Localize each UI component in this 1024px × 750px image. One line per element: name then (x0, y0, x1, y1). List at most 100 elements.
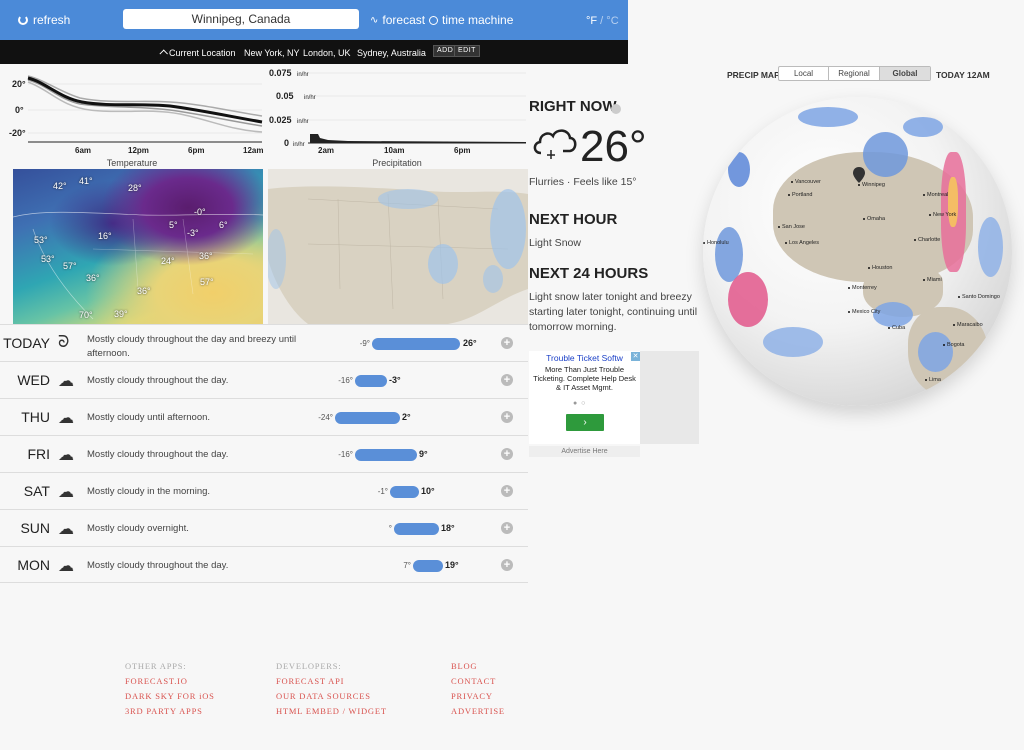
day-row[interactable]: SUN ☁ Mostly cloudy overnight. ° 18° + (0, 509, 528, 546)
footer-link[interactable]: FORECAST.IO (125, 676, 188, 686)
city-label: Bogota (943, 342, 964, 348)
next-hour-heading: NEXT HOUR (529, 211, 618, 228)
city-label: Omaha (863, 216, 885, 222)
temp-range-line (27, 81, 263, 133)
expand-icon[interactable]: + (501, 485, 513, 497)
expand-icon[interactable]: + (501, 411, 513, 423)
footer-link[interactable]: FORECAST API (276, 676, 345, 686)
location-link[interactable]: London, UK (303, 48, 351, 58)
day-row[interactable]: THU ☁ Mostly cloudy until afternoon. -24… (0, 398, 528, 435)
location-link[interactable]: Sydney, Australia (357, 48, 426, 58)
day-row[interactable]: TODAY ᘐ Mostly cloudy throughout the day… (0, 324, 528, 361)
footer-link[interactable]: ADVERTISE (451, 706, 505, 716)
day-row[interactable]: WED ☁ Mostly cloudy throughout the day. … (0, 361, 528, 398)
temp-main-line (27, 76, 263, 124)
precip-x-tick: 10am (384, 146, 404, 155)
precip-blob (918, 332, 953, 372)
precip-blob (728, 152, 750, 187)
temp-map-label: 53° (41, 254, 55, 264)
precip-blob (863, 132, 908, 177)
right-now-expand-icon[interactable] (611, 104, 621, 114)
day-low-temp: -16° (338, 376, 353, 385)
next-hour-summary: Light Snow (529, 237, 581, 249)
footer-link[interactable]: HTML EMBED / WIDGET (276, 706, 387, 716)
time-machine-link[interactable]: time machine (429, 13, 513, 27)
tab-global[interactable]: Global (880, 67, 930, 80)
footer-link[interactable]: BLOG (451, 661, 478, 671)
temp-range-bar (355, 375, 387, 387)
footer-link[interactable]: OUR DATA SOURCES (276, 691, 371, 701)
day-row[interactable]: FRI ☁ Mostly cloudy throughout the day. … (0, 435, 528, 472)
city-label: New York (929, 212, 956, 218)
day-summary: Mostly cloudy until afternoon. (87, 412, 211, 423)
footer-developers: DEVELOPERS: FORECAST API OUR DATA SOURCE… (276, 659, 387, 719)
precip-globe[interactable]: Vancouver Portland San Jose Los Angeles … (703, 97, 1012, 406)
temp-map-label: 5° (169, 220, 178, 230)
ad-pager[interactable]: ● ○ (573, 400, 586, 407)
precip-map-title: PRECIP MAP (727, 70, 780, 80)
tab-local[interactable]: Local (779, 67, 829, 80)
day-name: FRI (27, 446, 50, 462)
expand-icon[interactable]: + (501, 522, 513, 534)
day-row[interactable]: MON ☁ Mostly cloudy throughout the day. … (0, 546, 528, 583)
unit-f[interactable]: °F (586, 15, 598, 27)
temp-range-bar (413, 560, 443, 572)
location-input[interactable] (123, 9, 359, 29)
temp-x-tick: 6am (75, 146, 91, 155)
edit-locations-button[interactable]: EDIT (454, 45, 480, 57)
footer-link[interactable]: DARK SKY FOR iOS (125, 691, 215, 701)
day-low-temp: -16° (338, 450, 353, 459)
forecast-link[interactable]: ∿ forecast (370, 13, 425, 27)
temp-range-line (27, 79, 263, 127)
location-link[interactable]: New York, NY (244, 48, 300, 58)
advertisement[interactable]: Trouble Ticket Softw ✕ More Than Just Tr… (529, 351, 640, 444)
temp-x-tick: 6pm (188, 146, 204, 155)
footer-link[interactable]: CONTACT (451, 676, 497, 686)
day-high-temp: -3° (389, 375, 401, 385)
expand-icon[interactable]: + (501, 337, 513, 349)
precip-blob (948, 177, 958, 227)
tab-regional[interactable]: Regional (829, 67, 880, 80)
locations-bar: Current Location New York, NY London, UK… (0, 40, 628, 64)
expand-icon[interactable]: + (501, 374, 513, 386)
ad-title[interactable]: Trouble Ticket Softw (546, 353, 623, 363)
unit-c[interactable]: °C (606, 15, 619, 27)
temp-map-label: 36° (86, 273, 100, 283)
city-label: Cuba (888, 325, 905, 331)
footer-link[interactable]: 3RD PARTY APPS (125, 706, 203, 716)
precip-blob (763, 327, 823, 357)
expand-icon[interactable]: + (501, 448, 513, 460)
day-high-temp: 19° (445, 560, 459, 570)
city-label: Houston (868, 265, 893, 271)
location-arrow-icon (159, 49, 168, 58)
day-low-temp: -1° (377, 487, 388, 496)
ad-go-button[interactable]: › (566, 414, 604, 431)
city-label: Mexico City (848, 309, 880, 315)
precipitation-map[interactable] (268, 169, 528, 324)
unit-separator: / (597, 15, 607, 27)
advertise-here-link[interactable]: Advertise Here (529, 446, 640, 457)
precip-blob (798, 107, 858, 127)
next-24-summary: Light snow later tonight and breezy star… (529, 291, 698, 333)
city-label: Maracaibo (953, 322, 983, 328)
day-row[interactable]: SAT ☁ Mostly cloudy in the morning. -1° … (0, 472, 528, 509)
temp-range-bar (390, 486, 419, 498)
day-summary: Mostly cloudy overnight. (87, 523, 189, 534)
temperature-map[interactable]: 42° 41° 28° 53° 53° 57° 16° 5° -0° -3° 6… (13, 169, 263, 324)
time-machine-label: time machine (442, 13, 514, 27)
city-label: Santo Domingo (958, 294, 1000, 300)
ad-text: More Than Just Trouble Ticketing. Comple… (533, 365, 636, 392)
temp-map-label: 6° (219, 220, 228, 230)
units-toggle[interactable]: °F / °C (586, 15, 619, 27)
refresh-button[interactable]: refresh (18, 13, 70, 27)
ad-side-panel (640, 351, 699, 444)
daily-forecast: TODAY ᘐ Mostly cloudy throughout the day… (0, 324, 528, 583)
precip-map-time: TODAY 12AM (936, 70, 990, 80)
temperature-chart: 20° 0° -20° 6am 12pm 6pm 12am (0, 70, 265, 170)
ad-close-icon[interactable]: ✕ (631, 352, 640, 361)
footer-link[interactable]: PRIVACY (451, 691, 493, 701)
current-location-link[interactable]: Current Location (159, 48, 236, 58)
top-bar: refresh ∿ forecast time machine °F / °C (0, 0, 628, 40)
expand-icon[interactable]: + (501, 559, 513, 571)
